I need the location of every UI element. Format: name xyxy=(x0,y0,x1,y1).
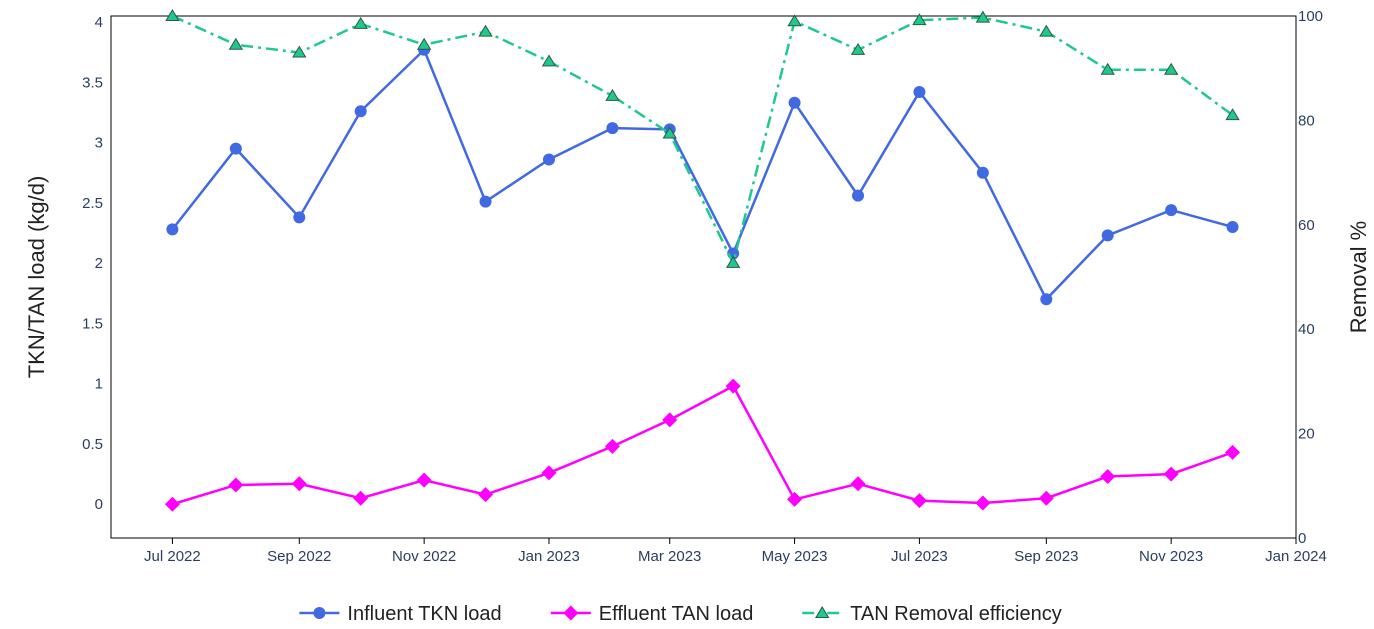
data-point xyxy=(976,166,989,179)
data-point xyxy=(228,37,244,50)
data-point xyxy=(1225,108,1240,121)
y2-axis-title: Removal % xyxy=(1346,221,1371,333)
data-point xyxy=(1038,490,1054,506)
data-point xyxy=(662,126,677,139)
axis-layer: Jul 2022 Sep 2022 Nov 2022 Jan 2023 Mar 2023… xyxy=(82,8,1327,565)
legend-item: Effluent TAN load xyxy=(550,603,754,625)
y-tick-label: 2.5 xyxy=(82,195,103,212)
data-point xyxy=(353,16,368,29)
data-point xyxy=(1165,204,1178,217)
data-point xyxy=(416,472,432,488)
data-point xyxy=(606,122,619,135)
plot-frame xyxy=(110,15,1297,539)
y2-tick-label: 100 xyxy=(1298,8,1323,25)
data-point xyxy=(1039,24,1054,37)
y2-tick-label: 20 xyxy=(1298,426,1315,443)
data-point xyxy=(1100,469,1116,485)
legend-item: Influent TKN load xyxy=(299,603,502,625)
data-point xyxy=(229,142,242,155)
x-tick-label: Nov 2022 xyxy=(392,548,456,565)
y2-tick-label: 40 xyxy=(1298,321,1315,338)
data-point xyxy=(662,412,678,428)
data-point xyxy=(788,96,801,109)
data-point xyxy=(1226,220,1239,233)
legend-marker xyxy=(313,607,326,619)
x-tick-label: Jan 2023 xyxy=(518,548,580,565)
data-point xyxy=(912,13,927,26)
data-point xyxy=(604,438,620,454)
y-tick-label: 1.5 xyxy=(82,315,103,332)
data-point xyxy=(541,465,557,481)
data-point xyxy=(850,476,866,492)
x-tick-label: Jul 2022 xyxy=(144,548,201,565)
data-point xyxy=(1225,444,1241,460)
data-point xyxy=(479,195,492,208)
x-tick-label: Sep 2023 xyxy=(1014,548,1078,565)
y-tick-label: 0.5 xyxy=(82,436,103,453)
x-tick-label: May 2023 xyxy=(762,548,828,565)
legend-label: Influent TKN load xyxy=(347,603,501,625)
data-point xyxy=(725,255,741,268)
series-line xyxy=(171,14,1234,267)
data-point xyxy=(1163,466,1179,482)
legend-label: Effluent TAN load xyxy=(599,603,754,625)
data-point xyxy=(541,54,557,67)
data-point xyxy=(293,211,306,224)
data-point xyxy=(164,496,180,512)
y-tick-label: 2 xyxy=(95,255,103,272)
data-point xyxy=(852,189,865,202)
data-point xyxy=(416,37,432,50)
data-point xyxy=(850,42,866,55)
y-tick-label: 0 xyxy=(95,496,103,513)
y-tick-label: 3 xyxy=(95,135,103,152)
series-layer xyxy=(164,9,1241,512)
x-tick-label: Mar 2023 xyxy=(638,548,701,565)
data-point xyxy=(787,14,802,27)
series-effluent-tan-load xyxy=(164,378,1241,512)
series-line xyxy=(171,47,1233,302)
data-point xyxy=(478,24,493,37)
series-influent-tkn-load xyxy=(166,43,1239,306)
data-point xyxy=(787,491,803,507)
data-point xyxy=(542,153,555,166)
legend-item: TAN Removal efficiency xyxy=(802,603,1062,625)
x-tick-label: Nov 2023 xyxy=(1139,548,1203,565)
data-point xyxy=(1163,62,1179,75)
x-tick-label: Sep 2022 xyxy=(267,548,331,565)
series-tan-removal-efficiency xyxy=(165,9,1240,268)
data-point xyxy=(1101,229,1114,242)
data-point xyxy=(1040,293,1053,306)
y-tick-label: 3.5 xyxy=(82,74,103,91)
data-point xyxy=(478,487,494,503)
y2-tick-label: 0 xyxy=(1298,530,1306,547)
data-point xyxy=(353,490,369,506)
y-axis-title: TKN/TAN load (kg/d) xyxy=(24,176,49,379)
y2-tick-label: 80 xyxy=(1298,112,1315,129)
series-line xyxy=(172,384,1233,506)
data-point xyxy=(913,85,926,98)
legend-marker xyxy=(563,605,579,621)
x-tick-label: Jul 2023 xyxy=(891,548,948,565)
data-point xyxy=(1100,62,1115,75)
y2-tick-label: 60 xyxy=(1298,217,1315,234)
y-tick-label: 4 xyxy=(95,14,103,31)
data-point xyxy=(228,477,244,493)
data-point xyxy=(725,378,741,394)
data-point xyxy=(292,45,307,58)
legend-marker xyxy=(815,606,830,618)
data-point xyxy=(605,88,620,101)
data-point xyxy=(911,493,927,509)
legend-label: TAN Removal efficiency xyxy=(850,603,1062,625)
x-tick-label: Jan 2024 xyxy=(1265,548,1327,565)
data-point xyxy=(975,495,991,511)
data-point xyxy=(165,9,180,21)
data-point xyxy=(975,10,991,23)
data-point xyxy=(354,105,367,118)
data-point xyxy=(166,223,179,236)
data-point xyxy=(291,476,307,492)
y-tick-label: 1 xyxy=(95,376,103,393)
legend: Influent TKN load Effluent TAN load TAN Re… xyxy=(299,603,1062,625)
